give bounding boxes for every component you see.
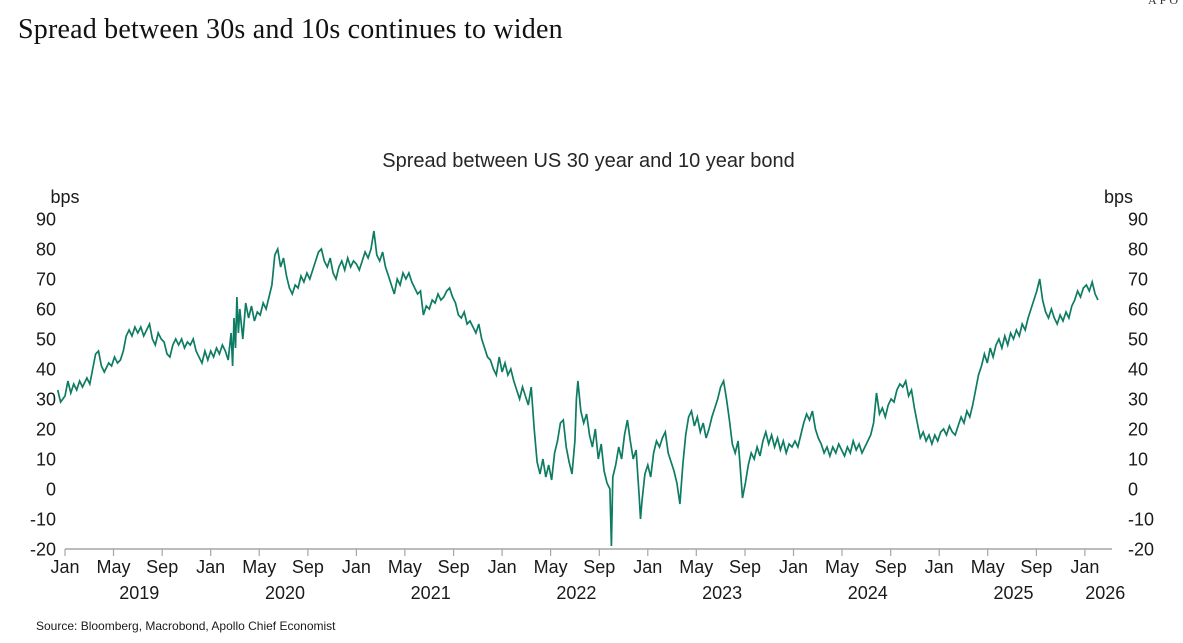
x-year-label: 2022 [556,583,596,603]
y-tick-label-right: 90 [1128,210,1148,230]
y-tick-label-left: 50 [36,330,56,350]
y-tick-label-right: 50 [1128,330,1148,350]
apollo-logo-fragment: APO [1111,0,1181,8]
y-tick-label-left: -10 [30,510,56,530]
x-year-label: 2020 [265,583,305,603]
source-note: Source: Bloomberg, Macrobond, Apollo Chi… [36,619,336,633]
x-tick-label: Jan [196,557,225,577]
y-tick-label-right: -10 [1128,510,1154,530]
y-tick-label-left: 0 [46,480,56,500]
x-year-label: 2023 [702,583,742,603]
x-tick-label: Sep [583,557,615,577]
x-year-label: 2025 [993,583,1033,603]
x-year-label: 2026 [1085,583,1125,603]
x-tick-label: May [971,557,1005,577]
y-tick-label-left: 90 [36,210,56,230]
spread-data-line [56,230,1099,547]
y-tick-label-left: 70 [36,270,56,290]
y-tick-label-left: 10 [36,450,56,470]
y-tick-label-right: 70 [1128,270,1148,290]
x-tick-label: May [242,557,276,577]
y-tick-label-left: 60 [36,300,56,320]
y-tick-label-right: 80 [1128,240,1148,260]
x-tick-label: Sep [146,557,178,577]
y-tick-label-left: -20 [30,540,56,560]
x-year-label: 2024 [848,583,888,603]
x-tick-label: Jan [488,557,517,577]
x-tick-label: Jan [342,557,371,577]
y-tick-label-left: 80 [36,240,56,260]
x-tick-label: Sep [438,557,470,577]
x-tick-label: May [825,557,859,577]
y-tick-label-right: 60 [1128,300,1148,320]
y-tick-label-right: 0 [1128,480,1138,500]
x-tick-label: Jan [1070,557,1099,577]
x-tick-label: May [96,557,130,577]
y-tick-label-left: 20 [36,420,56,440]
y-unit-label-left: bps [50,187,79,207]
y-tick-label-right: 30 [1128,390,1148,410]
y-unit-label-right: bps [1104,187,1133,207]
x-tick-label: Jan [779,557,808,577]
y-tick-label-left: 40 [36,360,56,380]
y-tick-label-right: 20 [1128,420,1148,440]
x-tick-label: Jan [633,557,662,577]
y-tick-label-right: 10 [1128,450,1148,470]
x-tick-label: Jan [925,557,954,577]
x-tick-label: Sep [729,557,761,577]
y-tick-label-right: -20 [1128,540,1154,560]
x-year-label: 2021 [411,583,451,603]
page-headline: Spread between 30s and 10s continues to … [18,14,563,45]
x-tick-label: May [388,557,422,577]
x-tick-label: May [534,557,568,577]
y-tick-label-right: 40 [1128,360,1148,380]
chart-title: Spread between US 30 year and 10 year bo… [382,150,795,172]
apollo-logo-text: APO [1147,0,1181,7]
x-tick-label: Sep [1020,557,1052,577]
x-tick-label: Sep [292,557,324,577]
y-tick-label-left: 30 [36,390,56,410]
x-tick-label: May [679,557,713,577]
x-tick-label: Jan [50,557,79,577]
x-year-label: 2019 [119,583,159,603]
x-tick-label: Sep [875,557,907,577]
